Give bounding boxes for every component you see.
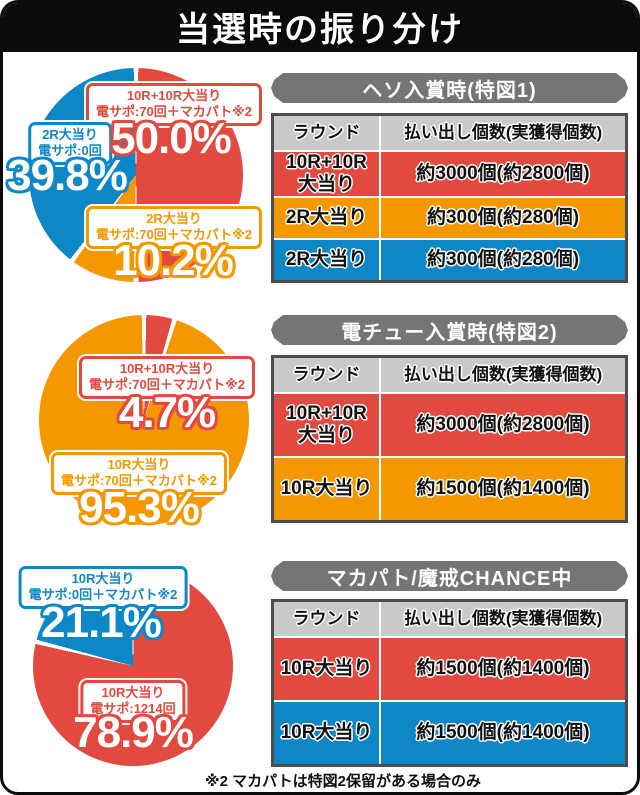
footnote: ※2 マカパトは特図2保留がある場合のみ [205,773,481,790]
banner-makapato: マカパト/魔戒CHANCE中 [271,561,628,591]
table3-header-round: ラウンド [274,602,379,636]
table-tokuzu1: ラウンド 払い出し個数(実獲得個数) 10R+10R大当り 約3000個(約28… [271,113,628,283]
table-row: 2R大当り 約300個(約280個) [274,238,625,280]
pie2-label-red-line2: 電サポ:70回＋マカパト※2 [88,377,246,393]
pie2-percent-red: 4.7% [118,388,216,437]
table1-header-round: ラウンド [274,116,379,150]
pie1-label-orange-line1: 2R大当り [146,211,202,226]
table3-row2-payout: 約1500個(約1400個) [379,702,625,764]
pie2-label-red-line1: 10R+10R大当り [119,361,215,376]
table3-header-payout: 払い出し個数(実獲得個数) [379,602,625,636]
table1-row1-payout: 約3000個(約2800個) [379,152,625,196]
table3-row2-round: 10R大当り [274,702,379,764]
page-title: 当選時の振り分け [176,10,464,49]
table-row: 10R大当り 約1500個(約1400個) [274,636,625,700]
pie1-label-red-line2: 電サポ:70回＋マカパト※2 [95,104,253,120]
table1-row3-payout: 約300個(約280個) [379,240,625,280]
table2-row1-payout: 約3000個(約2800個) [379,394,625,456]
pie3-label-red-line1: 10R大当り [101,685,165,700]
pie2-label-orange: 10R大当り 電サポ:70回＋マカパト※2 [50,452,228,495]
pie3-percent-blue: 21.1% [41,598,162,647]
table2-row1-round: 10R+10R大当り [274,394,379,456]
title-bar: 当選時の振り分け [3,3,637,52]
pie3-label-red-line2: 電サポ:1214回 [90,701,176,717]
table3-header-row: ラウンド 払い出し個数(実獲得個数) [274,602,625,636]
table2-header-round: ラウンド [274,358,379,392]
pie2-percent-orange: 95.3% [79,483,200,532]
pie3-label-blue-line1: 10R大当り [71,571,135,586]
pie3-label-blue: 10R大当り 電サポ:0回＋マカパト※2 [18,566,188,609]
pie2-label-red: 10R+10R大当り 電サポ:70回＋マカパト※2 [78,356,256,399]
table1-row3-round: 2R大当り [274,240,379,280]
table2-row2-round: 10R大当り [274,458,379,520]
table1-row2-payout: 約300個(約280個) [379,198,625,238]
pie2-label-orange-line2: 電サポ:70回＋マカパト※2 [60,473,218,489]
table2-row2-payout: 約1500個(約1400個) [379,458,625,520]
table-row: 10R大当り 約1500個(約1400個) [274,700,625,764]
table3-row1-round: 10R大当り [274,638,379,700]
pie1-label-orange: 2R大当り 電サポ:70回＋マカパト※2 [85,206,263,249]
banner-tokuzu1: ヘソ入賞時(特図1) [271,73,628,103]
table-row: 10R大当り 約1500個(約1400個) [274,456,625,520]
pie1-label-red: 10R+10R大当り 電サポ:70回＋マカパト※2 [85,83,263,126]
pie1-label-blue-line1: 2R大当り [42,127,98,142]
pie1-label-orange-line2: 電サポ:70回＋マカパト※2 [95,227,253,243]
table1-row2-round: 2R大当り [274,198,379,238]
table-makapato: ラウンド 払い出し個数(実獲得個数) 10R大当り 約1500個(約1400個)… [271,599,628,767]
table1-row1-round: 10R+10R大当り [274,152,379,196]
pie3-label-blue-line2: 電サポ:0回＋マカパト※2 [28,587,178,603]
pie1-percent-red: 50.0% [111,114,232,163]
table-tokuzu2: ラウンド 払い出し個数(実獲得個数) 10R+10R大当り 約3000個(約28… [271,355,628,523]
pie3-label-red: 10R大当り 電サポ:1214回 [80,680,186,723]
banner-tokuzu2: 電チュー入賞時(特図2) [271,315,628,345]
pie3-percent-red: 78.9% [73,708,194,757]
table-row: 10R+10R大当り 約3000個(約2800個) [274,150,625,196]
pie1-label-blue-line2: 電サポ:0回 [38,143,102,159]
pie1-percent-orange: 10.2% [113,236,234,285]
table3-row1-payout: 約1500個(約1400個) [379,638,625,700]
pie1-percent-blue: 39.8% [7,151,128,200]
table-row: 2R大当り 約300個(約280個) [274,196,625,238]
pie2-label-orange-line1: 10R大当り [107,457,171,472]
table2-header-row: ラウンド 払い出し個数(実獲得個数) [274,358,625,392]
pie1-label-blue: 2R大当り 電サポ:0回 [28,122,112,165]
table-row: 10R+10R大当り 約3000個(約2800個) [274,392,625,456]
pie1-label-red-line1: 10R+10R大当り [126,88,222,103]
table1-header-row: ラウンド 払い出し個数(実獲得個数) [274,116,625,150]
table2-header-payout: 払い出し個数(実獲得個数) [379,358,625,392]
table1-header-payout: 払い出し個数(実獲得個数) [379,116,625,150]
